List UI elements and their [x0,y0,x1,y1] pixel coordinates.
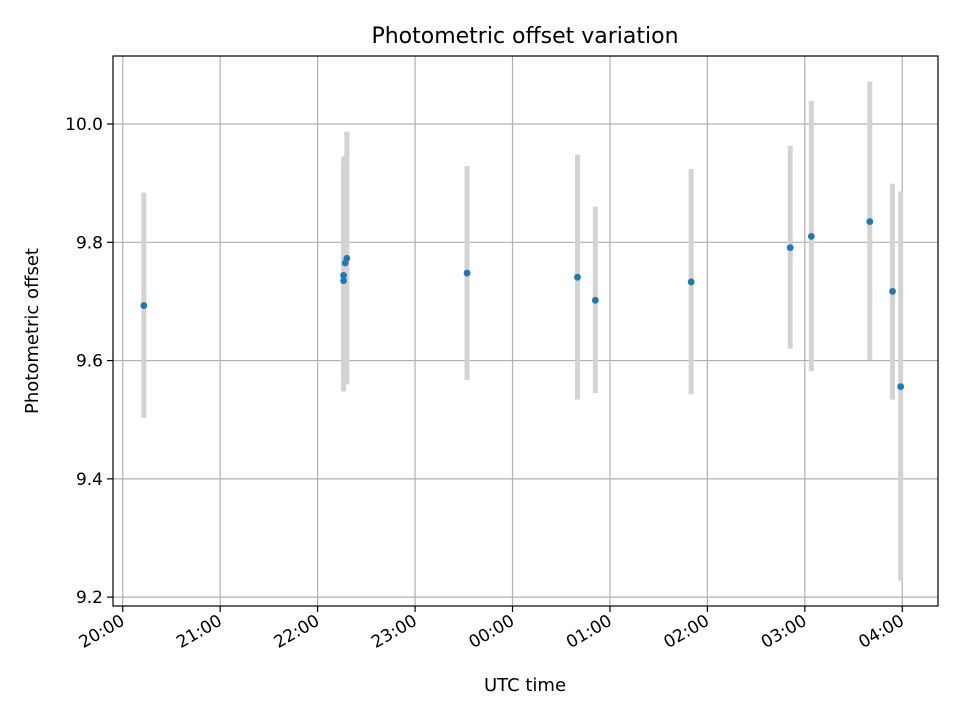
data-point [140,302,148,309]
data-point [807,232,815,240]
data-point [687,278,695,286]
y-tick-label: 9.6 [76,352,103,372]
grid [113,56,938,606]
data-point [574,273,581,281]
chart-title: Photometric offset variation [371,24,678,49]
data-point [786,244,794,252]
y-axis-label: Photometric offset [22,248,43,414]
y-axis-ticks: 9.2 9.4 9.6 9.8 10.0 [65,115,113,608]
y-tick-label: 9.2 [76,588,103,608]
plot-frame [112,55,939,607]
data-point [340,277,348,285]
data-point [897,383,905,390]
data-points [140,218,905,390]
y-tick-label: 10.0 [65,115,103,135]
data-point [591,296,599,304]
data-point [463,269,471,277]
y-tick-label: 9.8 [76,233,103,253]
data-point [343,254,351,262]
y-tick-label: 9.4 [76,470,103,490]
data-point [866,218,874,225]
data-point [889,287,896,295]
data-point [340,272,348,279]
x-axis-label: UTC time [484,675,566,696]
